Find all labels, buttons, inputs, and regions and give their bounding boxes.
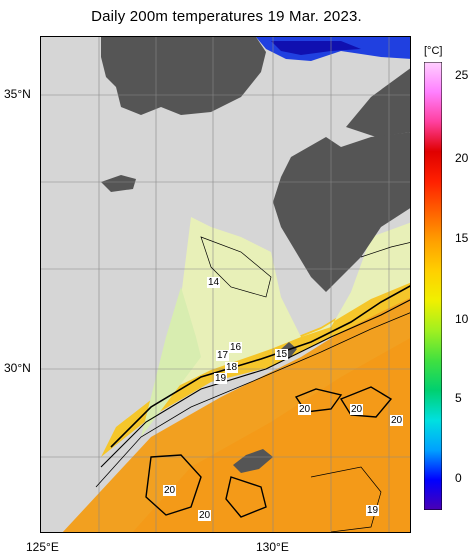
honshu-landmass [346,68,410,137]
amami-island [233,449,273,473]
contour-label: 14 [207,277,221,288]
lon-label-125: 125°E [26,540,59,554]
colorbar-tick: 10 [455,312,469,326]
colorbar-unit: [°C] [424,45,443,57]
colorbar [424,62,442,510]
contour-label: 18 [225,362,239,373]
colorbar-tick: 0 [455,471,462,485]
contour-label: 15 [275,349,289,360]
colorbar-tick: 5 [455,391,462,405]
lat-label-30: 30°N [4,361,31,375]
front-band [101,282,410,457]
contour-label: 19 [366,505,380,516]
colorbar-tick: 20 [455,151,469,165]
orange-water-region [132,338,410,532]
lon-label-130: 130°E [256,540,289,554]
map-canvas [41,37,410,532]
contour-label: 20 [198,510,212,521]
tanegashima-island [281,342,297,359]
shelf-water-region [151,217,410,417]
contour-label: 20 [163,485,177,496]
colorbar-tick: 15 [455,231,469,245]
contour-label: 16 [229,342,243,353]
contour-label: 20 [390,415,404,426]
jeju-island [101,175,136,192]
temperature-map: 14 16 15 17 18 19 20 20 20 20 20 19 [40,36,411,533]
korea-landmass [101,37,266,115]
contour-label: 17 [216,350,230,361]
map-title: Daily 200m temperatures 19 Mar. 2023. [91,8,362,25]
kyushu-landmass [273,132,410,292]
lat-lon-grid [41,37,410,532]
colorbar-gradient [424,62,442,510]
cold-water-core [271,41,361,55]
contour-label: 19 [214,373,228,384]
colorbar-tick: 25 [455,68,469,82]
contour-label: 20 [298,404,312,415]
lat-label-35: 35°N [4,87,31,101]
contour-label: 20 [350,404,364,415]
